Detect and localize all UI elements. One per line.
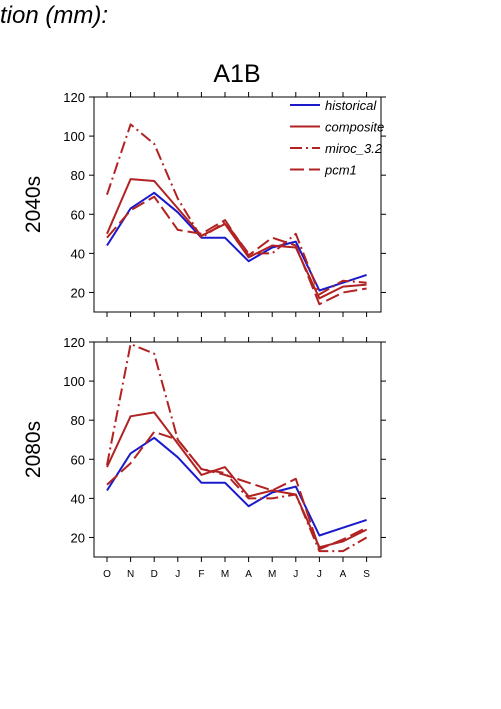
series-line-composite <box>106 178 367 300</box>
y-tick-label: 80 <box>71 168 85 183</box>
y-tick-label: 120 <box>63 90 85 105</box>
series-line-miroc-3-2 <box>106 343 368 553</box>
x-tick-label: A <box>245 569 252 580</box>
y-tick-label: 60 <box>71 452 85 467</box>
x-tick-label: J <box>175 569 180 580</box>
y-tick-label: 100 <box>63 129 85 144</box>
y-tick-label: 20 <box>71 285 85 300</box>
legend-label: pcm1 <box>324 163 357 178</box>
y-tick-label: 40 <box>71 246 85 261</box>
legend-label: composite <box>325 120 384 135</box>
y-tick-label: 40 <box>71 491 85 506</box>
x-tick-label: N <box>127 569 134 580</box>
y-tick-label: 60 <box>71 207 85 222</box>
x-tick-label: M <box>221 569 229 580</box>
x-tick-label: J <box>317 569 322 580</box>
legend-label: historical <box>325 98 377 113</box>
legend-label: miroc_3.2 <box>325 141 383 156</box>
series-line-pcm1 <box>106 195 367 306</box>
plot-frame <box>93 341 382 558</box>
series-line-historical <box>106 436 367 537</box>
y-tick-label: 120 <box>63 335 85 350</box>
x-tick-label: O <box>103 569 111 580</box>
scenario-title: A1B <box>213 60 260 88</box>
figure-header-text: tion (mm): <box>0 2 108 29</box>
series-line-pcm1 <box>106 430 368 551</box>
x-tick-label: S <box>363 569 370 580</box>
chart-panels: 20 40 60 80 100 120 2040s 20 40 60 80 100 120 O N D J F M A… <box>22 90 386 580</box>
y-axis-label: 2040s <box>22 176 45 233</box>
x-tick-label: D <box>151 569 158 580</box>
x-tick-label: J <box>293 569 298 580</box>
y-tick-label: 80 <box>71 413 85 428</box>
y-tick-label: 100 <box>63 374 85 389</box>
x-tick-label: F <box>198 569 204 580</box>
chart-panel-2: 20 40 60 80 100 120 O N D J F M A M J J A S 2080s <box>22 335 386 580</box>
series-line-historical <box>106 191 367 292</box>
y-axis-label: 2080s <box>22 421 45 478</box>
x-tick-label: A <box>340 569 347 580</box>
series-line-composite <box>106 411 368 549</box>
legend: historical composite miroc_3.2 pcm1 <box>290 98 384 178</box>
chart-panel-1: 20 40 60 80 100 120 2040s <box>22 90 386 317</box>
series-line-miroc-3-2 <box>106 123 367 296</box>
x-tick-label: M <box>268 569 276 580</box>
y-tick-label: 20 <box>71 530 85 545</box>
plot-frame <box>93 96 382 313</box>
